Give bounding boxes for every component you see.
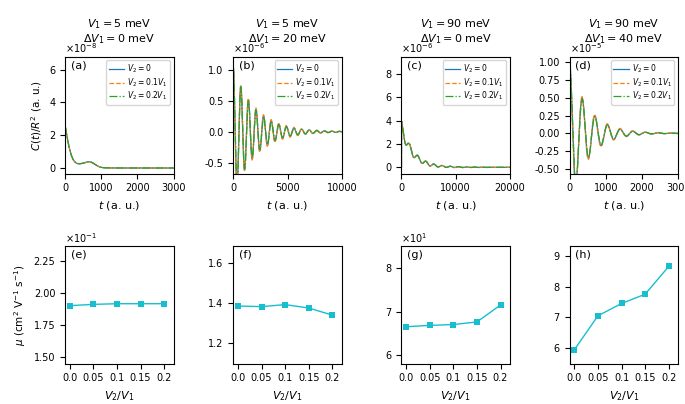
Text: $\times10^{-6}$: $\times10^{-6}$ — [401, 42, 434, 55]
Title: $V_1 = 90$ meV
$\Delta V_1 = 0$ meV: $V_1 = 90$ meV $\Delta V_1 = 0$ meV — [420, 17, 492, 46]
Legend: $V_2 = 0$, $V_2 = 0.1V_1$, $V_2 = 0.2V_1$: $V_2 = 0$, $V_2 = 0.1V_1$, $V_2 = 0.2V_1… — [106, 60, 170, 105]
X-axis label: $V_2/V_1$: $V_2/V_1$ — [609, 389, 639, 403]
Text: $\times10^{-6}$: $\times10^{-6}$ — [234, 42, 266, 55]
Legend: $V_2 = 0$, $V_2 = 0.1V_1$, $V_2 = 0.2V_1$: $V_2 = 0$, $V_2 = 0.1V_1$, $V_2 = 0.2V_1… — [275, 60, 338, 105]
Y-axis label: $C(t)/R^2$ (a. u.): $C(t)/R^2$ (a. u.) — [29, 80, 44, 151]
X-axis label: $t$ (a. u.): $t$ (a. u.) — [434, 199, 477, 212]
Text: (b): (b) — [238, 60, 254, 70]
Text: (e): (e) — [71, 250, 86, 260]
X-axis label: $V_2/V_1$: $V_2/V_1$ — [440, 389, 471, 403]
Text: (f): (f) — [238, 250, 251, 260]
X-axis label: $t$ (a. u.): $t$ (a. u.) — [266, 199, 309, 212]
Legend: $V_2 = 0$, $V_2 = 0.1V_1$, $V_2 = 0.2V_1$: $V_2 = 0$, $V_2 = 0.1V_1$, $V_2 = 0.2V_1… — [611, 60, 674, 105]
Y-axis label: $\mu$ (cm$^2$ V$^{-1}$ s$^{-1}$): $\mu$ (cm$^2$ V$^{-1}$ s$^{-1}$) — [12, 264, 28, 346]
Text: $\times10^{-1}$: $\times10^{-1}$ — [65, 231, 97, 245]
Text: (h): (h) — [575, 250, 591, 260]
X-axis label: $V_2/V_1$: $V_2/V_1$ — [104, 389, 134, 403]
Title: $V_1 = 90$ meV
$\Delta V_1 = 40$ meV: $V_1 = 90$ meV $\Delta V_1 = 40$ meV — [584, 17, 663, 46]
Text: $\times10^{-8}$: $\times10^{-8}$ — [65, 42, 97, 55]
Title: $V_1 = 5$ meV
$\Delta V_1 = 0$ meV: $V_1 = 5$ meV $\Delta V_1 = 0$ meV — [84, 17, 155, 46]
Text: (d): (d) — [575, 60, 591, 70]
Title: $V_1 = 5$ meV
$\Delta V_1 = 20$ meV: $V_1 = 5$ meV $\Delta V_1 = 20$ meV — [248, 17, 327, 46]
Text: $\times10^{-5}$: $\times10^{-5}$ — [570, 42, 602, 55]
Text: (a): (a) — [71, 60, 86, 70]
Text: (g): (g) — [407, 250, 423, 260]
Text: (c): (c) — [407, 60, 422, 70]
X-axis label: $t$ (a. u.): $t$ (a. u.) — [98, 199, 140, 212]
X-axis label: $V_2/V_1$: $V_2/V_1$ — [273, 389, 303, 403]
Text: $\times10^{1}$: $\times10^{1}$ — [401, 231, 427, 245]
X-axis label: $t$ (a. u.): $t$ (a. u.) — [603, 199, 645, 212]
Legend: $V_2 = 0$, $V_2 = 0.1V_1$, $V_2 = 0.2V_1$: $V_2 = 0$, $V_2 = 0.1V_1$, $V_2 = 0.2V_1… — [443, 60, 506, 105]
